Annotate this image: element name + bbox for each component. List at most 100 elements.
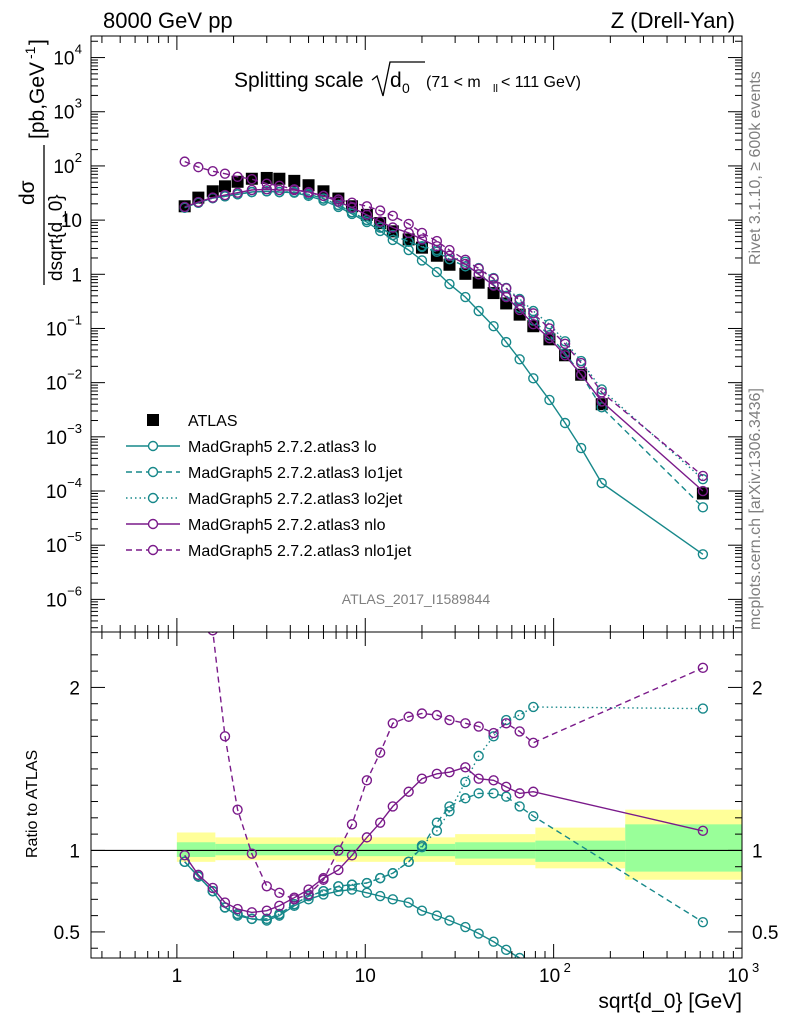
- atlas-point-8: [288, 174, 301, 187]
- ratio-point-3-4: [232, 903, 243, 915]
- axes: 1 10 10 2 10 3410310210101−110−210−310−410−51…: [46, 36, 778, 987]
- series-point-5-16: [403, 218, 414, 230]
- series-point-4-7: [274, 184, 285, 196]
- series-point-4-30: [697, 485, 709, 497]
- series-4: [179, 184, 709, 497]
- main-panel-curves: [178, 156, 709, 560]
- ratio-point-0-17: [416, 905, 428, 916]
- ratio-point-0-20: [460, 921, 471, 933]
- series-point-5-6: [261, 178, 272, 189]
- ratio-line-4: [212, 632, 704, 901]
- ylabel-units-exponent: -1: [22, 46, 38, 59]
- ratio-point-3-16: [403, 786, 414, 797]
- ratio-point-2-21: [473, 750, 484, 762]
- series-point-1-23: [500, 336, 512, 348]
- series-point-1-24: [514, 354, 525, 365]
- title-main: Splitting scale: [234, 69, 364, 92]
- y-tick-label: 10: [46, 428, 67, 449]
- series-point-4-2: [207, 192, 218, 203]
- legend-entry-0: ATLAS: [147, 413, 238, 430]
- series-point-4-22: [488, 280, 499, 291]
- ratio-point-4-15: [387, 718, 398, 729]
- ylabel-numerator: dσ: [16, 180, 39, 205]
- legend-label: MadGraph5 2.7.2.atlas3 lo: [188, 439, 377, 456]
- atlas-point-22: [487, 287, 500, 300]
- legend-marker-circle: [147, 440, 159, 452]
- ratio-point-4-18: [431, 709, 443, 721]
- ratio-point-3-15: [387, 801, 398, 812]
- ratio-point-3-5: [246, 907, 258, 918]
- y-tick-label-exponent: 2: [75, 150, 82, 165]
- legend-entry-2: MadGraph5 2.7.2.atlas3 lo1jet: [126, 465, 403, 482]
- y-tick-label: 10: [53, 103, 74, 124]
- series-point-5-23: [500, 283, 512, 294]
- ratio-point-0-24: [514, 952, 525, 958]
- series-point-2-30: [697, 502, 709, 513]
- ratio-point-2-7: [274, 908, 285, 920]
- chart-title: Splitting scale d 0 (71 < m ll < 111 GeV…: [234, 61, 581, 97]
- series-point-4-28: [575, 369, 587, 380]
- ratio-y-tick-label-left: 0.5: [54, 923, 80, 944]
- series-point-5-27: [559, 338, 571, 350]
- ratio-point-0-22: [488, 936, 499, 947]
- ratio-point-4-10: [318, 874, 329, 885]
- ratio-point-2-20: [460, 776, 471, 788]
- ratio-point-0-12: [346, 884, 358, 895]
- atlas-point-29: [595, 398, 608, 411]
- ratio-point-3-7: [274, 900, 285, 912]
- ratio-point-2-12: [346, 879, 358, 890]
- atlas-point-3: [218, 180, 231, 193]
- ratio-point-3-21: [473, 773, 484, 784]
- ratio-point-4-25: [528, 737, 539, 749]
- series-point-5-9: [303, 187, 314, 198]
- ratio-point-2-26: [697, 703, 709, 714]
- analysis-id-label: ATLAS_2017_I1589844: [342, 591, 491, 607]
- atlas-point-30: [696, 487, 709, 500]
- ratio-point-3-11: [333, 864, 344, 876]
- series-point-4-25: [528, 318, 539, 330]
- atlas-point-20: [459, 267, 472, 280]
- series-point-5-5: [246, 173, 258, 185]
- ratio-point-1-25: [528, 810, 539, 822]
- x-axis-label: sqrt{d_0} [GeV]: [598, 990, 742, 1013]
- ratio-point-0-25: [529, 960, 538, 969]
- ratio-point-3-0: [179, 850, 190, 861]
- legend-marker-circle: [147, 466, 159, 478]
- sqrt-sign: [371, 61, 425, 97]
- series-point-5-8: [289, 184, 300, 195]
- series-point-1-18: [431, 266, 443, 278]
- ratio-point-0-19: [444, 915, 455, 926]
- legend-marker-square: [147, 414, 159, 426]
- series-point-4-19: [444, 250, 455, 261]
- title-cut: (71 < m: [426, 74, 481, 91]
- ratio-point-2-14: [374, 872, 386, 884]
- ratio-panel-curves: [179, 632, 709, 969]
- ratio-point-3-1: [193, 869, 204, 881]
- series-line-2: [184, 190, 704, 508]
- legend-entry-1: MadGraph5 2.7.2.atlas3 lo: [126, 439, 377, 456]
- series-2: [179, 186, 709, 513]
- ratio-point-4-22: [488, 727, 499, 739]
- ratio-point-2-11: [333, 881, 344, 892]
- ylabel-units-end: ]: [26, 39, 49, 45]
- ratio-y-tick-label-right: 1: [752, 841, 763, 862]
- ratio-point-3-12: [346, 850, 358, 861]
- series-point-4-18: [431, 240, 443, 252]
- series-point-5-11: [333, 194, 344, 205]
- ratio-point-2-25: [528, 701, 539, 713]
- ratio-point-1-21: [473, 788, 484, 799]
- series-point-4-6: [261, 184, 272, 195]
- series-point-5-26: [544, 323, 555, 334]
- ratio-point-1-23: [500, 791, 512, 802]
- x-tick-label: 10: [355, 966, 376, 987]
- ratio-point-4-16: [403, 711, 414, 722]
- y-tick-label: 1: [71, 265, 82, 286]
- series-point-3-17: [416, 240, 428, 252]
- series-point-5-4: [232, 171, 243, 182]
- y-tick-label: 10: [46, 374, 67, 395]
- legend-entry-4: MadGraph5 2.7.2.atlas3 nlo: [126, 517, 386, 534]
- ratio-point-3-24: [514, 788, 525, 799]
- series-point-4-0: [179, 201, 190, 213]
- ratio-point-4-6: [261, 881, 272, 892]
